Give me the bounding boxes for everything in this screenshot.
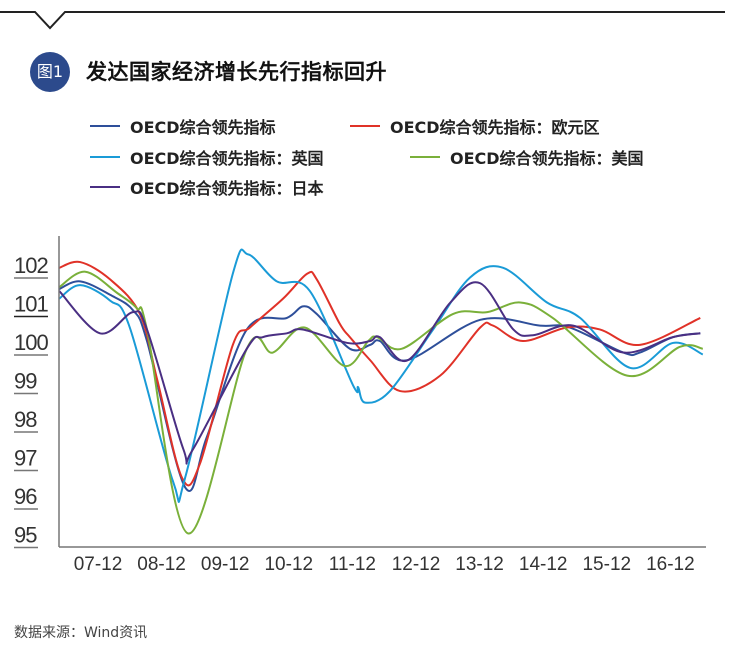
legend-item-uk: OECD综合领先指标：英国 [90,145,324,169]
legend-label: OECD综合领先指标：美国 [450,149,644,168]
legend-label: OECD综合领先指标：欧元区 [390,118,600,137]
x-tick-label: 08-12 [137,554,186,575]
x-tick-label: 11-12 [329,554,376,575]
x-tick-label: 12-12 [392,554,441,575]
legend-item-japan: OECD综合领先指标：日本 [90,175,324,199]
chart-title: 发达国家经济增长先行指标回升 [86,60,387,84]
source-note: 数据来源：Wind资讯 [14,625,148,641]
y-tick-label: 98 [14,407,37,432]
legend-swatch [90,186,120,188]
y-tick-label: 99 [14,369,37,394]
header-rule [0,11,725,30]
series-line-3 [58,270,704,535]
x-tick-label: 16-12 [646,554,695,575]
series-line-2 [58,248,704,503]
figure-badge: 图1 [30,52,70,92]
legend-label: OECD综合领先指标：日本 [130,179,324,198]
y-tick-label: 101 [14,292,48,317]
legend-label: OECD综合领先指标 [130,118,276,137]
x-tick-label: 14-12 [519,554,568,575]
legend-item-eurozone: OECD综合领先指标：欧元区 [350,114,600,138]
x-tick-label: 15-12 [582,554,631,575]
legend-item-us: OECD综合领先指标：美国 [410,145,644,169]
legend-swatch [90,156,120,158]
legend-label: OECD综合领先指标：英国 [130,149,324,168]
legend-swatch [90,125,120,127]
x-tick-label: 13-12 [455,554,504,575]
series-line-0 [58,280,701,492]
series-line-1 [58,260,701,487]
legend-swatch [350,125,380,127]
y-tick-label: 102 [14,253,48,278]
legend-item-oecd: OECD综合领先指标 [90,114,276,138]
y-tick-label: 95 [14,523,37,548]
series-line-4 [58,281,701,465]
x-tick-label: 09-12 [201,554,250,575]
y-tick-label: 97 [14,446,37,471]
y-tick-label: 96 [14,484,37,509]
x-tick-label: 07-12 [74,554,123,575]
legend-swatch [410,156,440,158]
x-tick-label: 10-12 [264,554,313,575]
y-tick-label: 100 [14,330,48,355]
